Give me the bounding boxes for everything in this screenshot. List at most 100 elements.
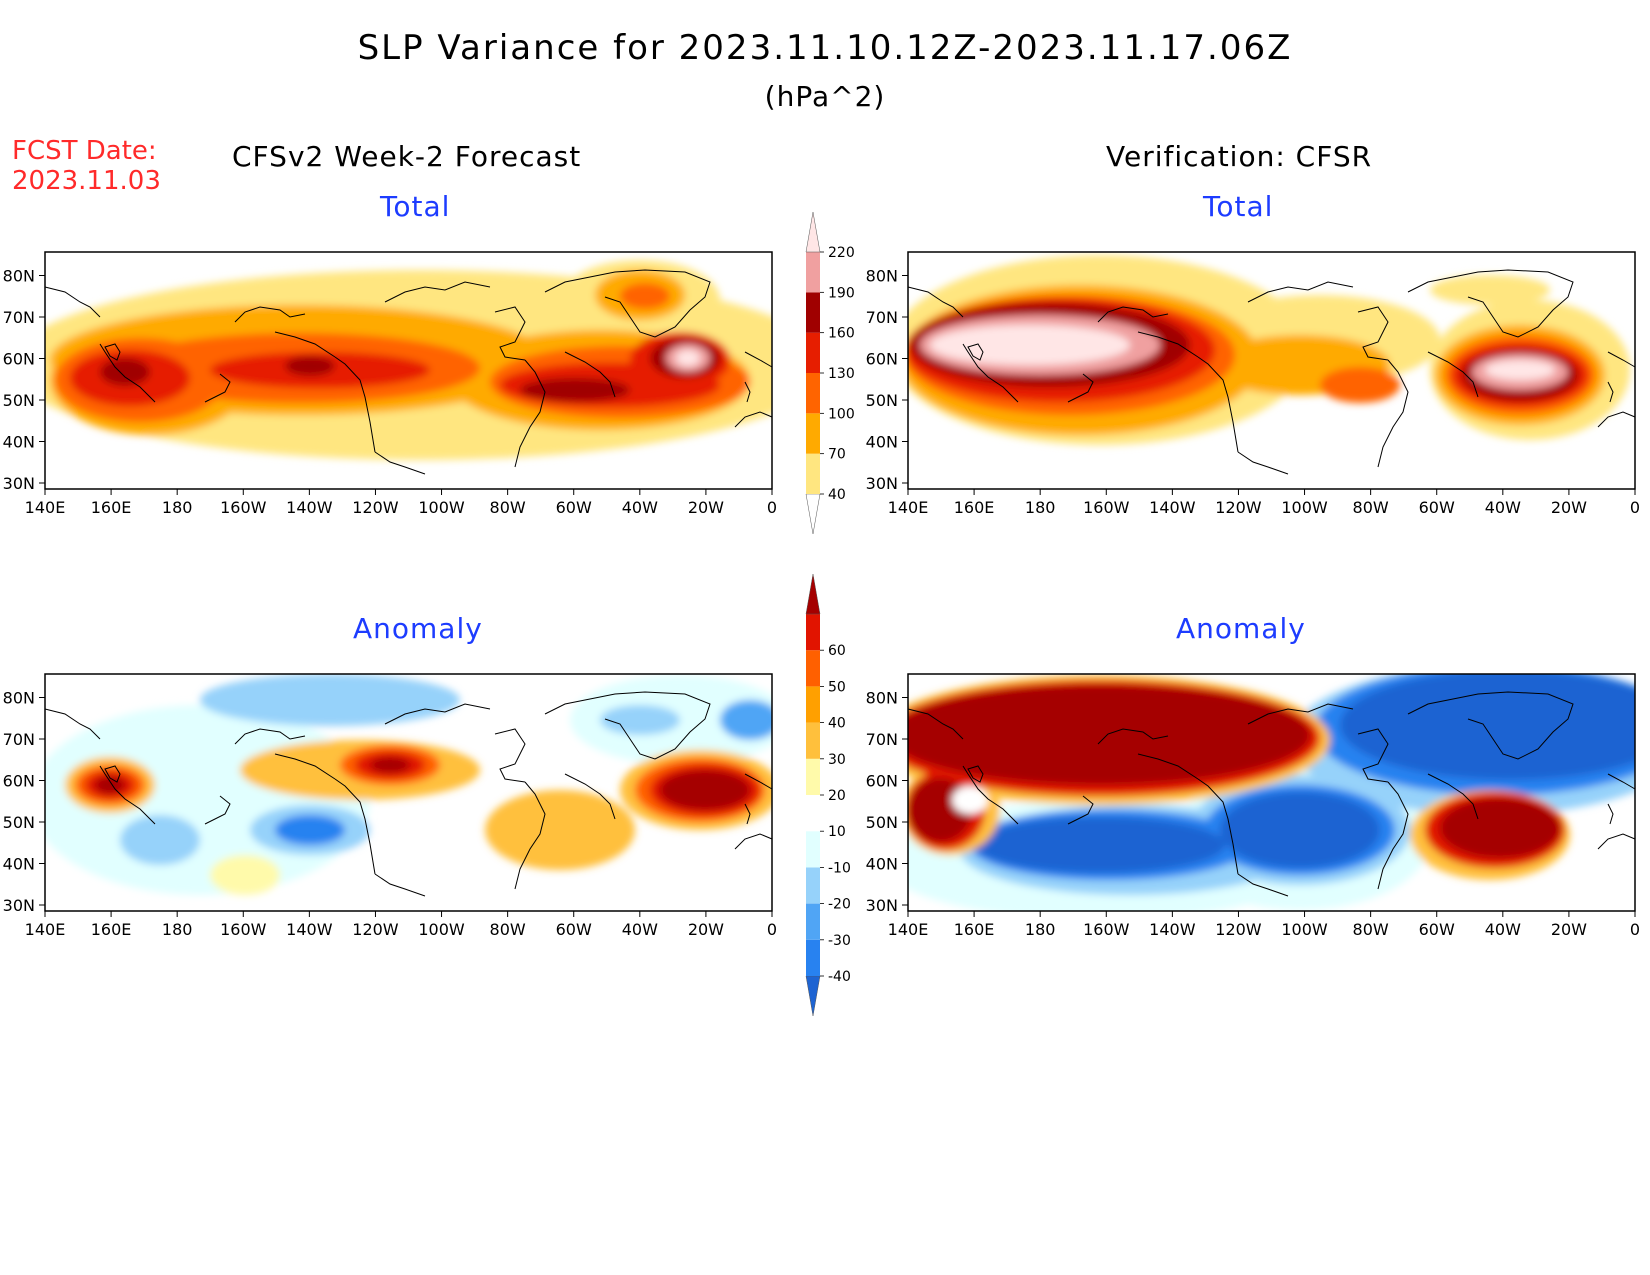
map-panel-verif-total (908, 252, 1635, 489)
lon-label-fcst-total-10: 20W (688, 498, 724, 517)
coastline-fcst-anomaly-8 (384, 703, 491, 725)
lat-label-verif-anomaly-0: 30N (866, 896, 898, 915)
colorbar-anomaly-label-6: 30 (828, 752, 846, 768)
coastline-verif-total-15 (1607, 381, 1614, 403)
lon-label-verif-anomaly-3: 160W (1083, 920, 1130, 939)
lon-label-fcst-total-9: 40W (622, 498, 658, 517)
coastline-verif-total-7 (1237, 451, 1289, 475)
coastline-verif-total-6 (1197, 356, 1239, 453)
coastline-verif-anomaly-7 (1237, 873, 1289, 897)
colorbar-total-label-5: 190 (828, 285, 855, 301)
lon-label-verif-anomaly-2: 180 (1025, 920, 1056, 939)
lon-label-verif-anomaly-0: 140E (888, 920, 929, 939)
coastline-fcst-anomaly-3 (204, 795, 231, 825)
lon-label-verif-total-10: 20W (1551, 498, 1587, 517)
coastline-verif-total-14 (1597, 411, 1636, 428)
coastline-fcst-anomaly-11 (544, 691, 711, 760)
lon-label-fcst-anomaly-10: 20W (688, 920, 724, 939)
coastline-fcst-total-15 (744, 381, 751, 403)
coastline-fcst-total-7 (374, 451, 426, 475)
lat-label-fcst-total-3: 60N (3, 350, 35, 369)
coastlines (44, 269, 1636, 897)
colorbar-total-label-1: 70 (828, 447, 846, 463)
lon-label-verif-anomaly-5: 120W (1215, 920, 1262, 939)
colorbar-anomaly-segment-11 (805, 573, 821, 615)
colorbar-total-label-3: 130 (828, 366, 855, 382)
coastline-fcst-total-13 (744, 351, 773, 368)
figure-title: SLP Variance for 2023.11.10.12Z-2023.11.… (357, 28, 1293, 68)
coastline-fcst-anomaly-10 (514, 781, 546, 890)
lat-label-fcst-total-0: 30N (3, 474, 35, 493)
lon-label-verif-anomaly-9: 40W (1485, 920, 1521, 939)
coastline-verif-anomaly-9 (1357, 728, 1389, 783)
lon-label-fcst-anomaly-1: 160E (91, 920, 132, 939)
coastline-verif-anomaly-15 (1607, 803, 1614, 825)
colorbar-anomaly-segment-7 (806, 722, 820, 759)
colorbar-total-segment-5 (806, 292, 820, 333)
lon-label-verif-total-9: 40W (1485, 498, 1521, 517)
coastline-verif-anomaly-8 (1247, 703, 1354, 725)
coastline-verif-anomaly-1 (962, 765, 1019, 825)
lon-label-fcst-anomaly-5: 120W (352, 920, 399, 939)
lat-label-fcst-total-4: 70N (3, 308, 35, 327)
lon-label-fcst-total-11: 0 (767, 498, 777, 517)
lon-label-fcst-total-5: 120W (352, 498, 399, 517)
colorbar-total-label-2: 100 (828, 406, 855, 422)
coastline-fcst-anomaly-6 (334, 778, 376, 875)
lon-label-fcst-anomaly-6: 100W (418, 920, 465, 939)
coastline-verif-total-2 (967, 343, 984, 361)
lon-label-fcst-anomaly-4: 140W (286, 920, 333, 939)
coastline-fcst-total-5 (274, 331, 336, 358)
colorbar-anomaly-label-8: 50 (828, 679, 846, 695)
panel-frame-fcst-total (44, 251, 773, 490)
colorbar-anomaly: -40 -30 -20 -10 10 20 30 40 50 60 (805, 573, 851, 1017)
colorbar-anomaly-label-4: 10 (828, 824, 846, 840)
coastline-verif-anomaly-3 (1067, 795, 1094, 825)
colorbar-total-label-4: 160 (828, 326, 855, 342)
coastline-verif-total-1 (962, 343, 1019, 403)
colorbar-anomaly-label-5: 20 (828, 788, 846, 804)
colorbar-anomaly-segment-2 (806, 903, 820, 940)
coastline-fcst-total-3 (204, 373, 231, 403)
lon-label-verif-anomaly-1: 160E (954, 920, 995, 939)
coastline-fcst-anomaly-7 (374, 873, 426, 897)
panel-frame-fcst-anomaly (44, 673, 773, 912)
lon-label-verif-total-8: 60W (1419, 498, 1455, 517)
colorbar-anomaly-label-3: -10 (828, 860, 851, 876)
coastline-fcst-anomaly-1 (99, 765, 156, 825)
lat-label-fcst-total-5: 80N (3, 267, 35, 286)
map-panel-fcst-anomaly (45, 674, 772, 911)
lon-label-fcst-total-3: 160W (220, 498, 267, 517)
lat-label-verif-total-2: 50N (866, 391, 898, 410)
lon-label-verif-anomaly-7: 80W (1353, 920, 1389, 939)
colorbar-anomaly-segment-3 (806, 867, 820, 904)
coastline-fcst-total-9 (494, 306, 526, 361)
lat-label-verif-total-4: 70N (866, 308, 898, 327)
lat-label-verif-total-1: 40N (866, 433, 898, 452)
coastline-fcst-anomaly-4 (234, 728, 306, 745)
lat-label-fcst-anomaly-5: 80N (3, 689, 35, 708)
coastline-fcst-anomaly-14 (734, 833, 773, 850)
lon-label-fcst-total-1: 160E (91, 498, 132, 517)
coastline-group-verif-anomaly (907, 691, 1636, 897)
coastline-verif-total-0 (907, 286, 964, 318)
colorbar-total-segment-1 (806, 453, 820, 494)
coastline-verif-total-9 (1357, 306, 1389, 361)
panel-subtitle-verif-total: Total (1203, 190, 1274, 223)
lat-label-verif-total-5: 80N (866, 267, 898, 286)
colorbar-total-segment-7 (805, 211, 821, 253)
lat-label-verif-anomaly-2: 50N (866, 813, 898, 832)
coastline-fcst-total-0 (44, 286, 101, 318)
lat-label-fcst-anomaly-1: 40N (3, 855, 35, 874)
coastline-fcst-anomaly-0 (44, 708, 101, 740)
left-column-title: CFSv2 Week-2 Forecast (232, 140, 582, 173)
lat-label-fcst-anomaly-3: 60N (3, 772, 35, 791)
panel-frame-verif-total (907, 251, 1636, 490)
lon-label-verif-anomaly-6: 100W (1281, 920, 1328, 939)
coastline-verif-anomaly-6 (1197, 778, 1239, 875)
lat-label-verif-total-0: 30N (866, 474, 898, 493)
coastline-fcst-anomaly-12 (564, 773, 616, 820)
coastline-fcst-total-11 (544, 269, 711, 338)
coastline-verif-total-5 (1137, 331, 1199, 358)
lon-label-fcst-anomaly-3: 160W (220, 920, 267, 939)
